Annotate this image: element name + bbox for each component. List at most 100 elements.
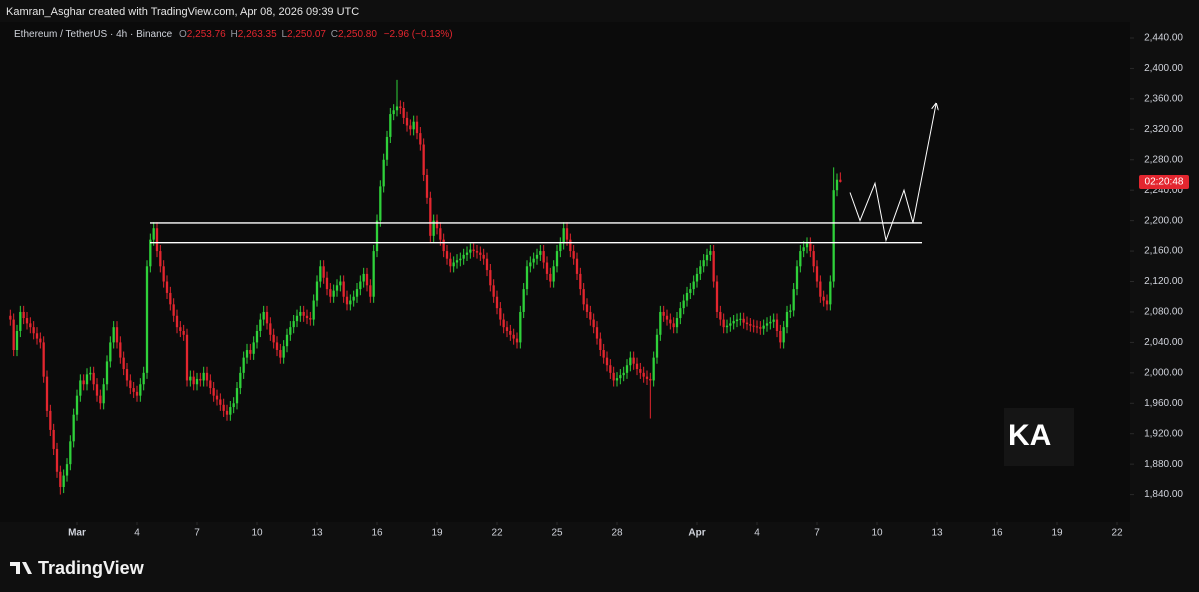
ohlc-key: H — [231, 29, 238, 40]
candle-body — [732, 321, 735, 324]
candle-body — [232, 403, 235, 408]
candle-body — [805, 243, 809, 248]
plot-area — [0, 22, 1130, 522]
y-tick-label: 1,840.00 — [1144, 489, 1183, 500]
candle-body — [615, 378, 619, 381]
candle-body — [592, 319, 595, 328]
candle-body — [202, 372, 205, 381]
ohlc-value: 2,250.07 — [287, 29, 326, 40]
candle-body — [635, 363, 639, 370]
candle-body — [75, 395, 79, 415]
candle-body — [492, 285, 495, 297]
candle-body — [545, 262, 549, 274]
candle-body — [822, 296, 825, 301]
x-tick-label: 28 — [611, 528, 623, 539]
candle-body — [282, 346, 285, 358]
candle-body — [109, 342, 112, 362]
ohlc-value: 2,250.80 — [338, 29, 377, 40]
candle-body — [292, 321, 295, 328]
candle-body — [189, 376, 192, 381]
candle-body — [832, 190, 835, 282]
candle-body — [62, 475, 65, 487]
y-tick-label: 2,120.00 — [1144, 276, 1183, 287]
candle-body — [702, 260, 705, 267]
candle-body — [549, 273, 552, 282]
brand-logo — [10, 562, 32, 574]
y-tick-label: 1,920.00 — [1144, 428, 1183, 439]
candle-body — [685, 292, 689, 301]
x-tick-label: 25 — [551, 528, 563, 539]
candle-body — [55, 448, 59, 472]
candle-body — [775, 319, 779, 331]
candle-body — [169, 292, 172, 305]
candle-body — [129, 380, 132, 389]
candle-body — [762, 325, 765, 329]
candle-body — [359, 281, 362, 290]
candle-body — [669, 319, 672, 324]
candle-body — [682, 300, 685, 309]
candle-body — [69, 441, 72, 465]
candle-body — [695, 273, 699, 282]
candle-body — [395, 106, 399, 111]
candle-body — [362, 273, 365, 282]
candle-body — [475, 251, 479, 253]
header-title: Kamran_Asghar created with TradingView.c… — [6, 6, 359, 18]
y-tick-label: 1,880.00 — [1144, 459, 1183, 470]
candle-body — [235, 388, 239, 404]
watermark-letters: KA — [1008, 419, 1051, 452]
candle-body — [455, 260, 459, 263]
candle-body — [759, 327, 762, 329]
candle-body — [39, 338, 42, 343]
candle-body — [435, 220, 439, 229]
candle-body — [609, 365, 612, 373]
candle-body — [392, 110, 395, 115]
candle-body — [665, 315, 669, 320]
candle-body — [719, 311, 722, 320]
candle-body — [785, 311, 789, 328]
candle-body — [415, 121, 419, 134]
candle-body — [419, 133, 422, 145]
candle-body — [479, 252, 482, 255]
candle-body — [132, 388, 135, 392]
x-tick-label: 4 — [134, 528, 140, 539]
candle-body — [569, 239, 572, 252]
candle-body — [679, 308, 682, 319]
x-tick-label: 22 — [1111, 528, 1123, 539]
candle-body — [745, 322, 749, 325]
brand: TradingView — [38, 558, 145, 578]
candle-body — [612, 372, 615, 381]
candle-body — [769, 321, 772, 324]
candle-body — [59, 471, 62, 487]
candle-body — [692, 281, 695, 290]
candle-body — [152, 228, 155, 240]
candle-body — [629, 357, 632, 366]
candle-body — [469, 249, 472, 253]
candle-body — [375, 220, 379, 252]
candle-body — [279, 350, 282, 358]
symbol: Ethereum / TetherUS · 4h · Binance — [14, 29, 173, 40]
candle-body — [32, 327, 35, 334]
candle-body — [619, 375, 622, 379]
candle-body — [389, 114, 392, 137]
candle-body — [125, 369, 129, 381]
x-tick-label: 7 — [814, 528, 820, 539]
x-tick-label: 10 — [251, 528, 263, 539]
candle-body — [145, 266, 149, 373]
candle-body — [355, 289, 359, 297]
candle-body — [659, 311, 662, 335]
x-tick-label: 4 — [754, 528, 760, 539]
candle-body — [522, 289, 525, 312]
candle-body — [729, 323, 732, 326]
candle-body — [439, 228, 442, 240]
candle-body — [565, 228, 569, 240]
candle-body — [52, 429, 55, 449]
candle-body — [252, 342, 255, 354]
candle-body — [119, 342, 122, 358]
candle-body — [352, 296, 355, 301]
candle-body — [459, 258, 462, 261]
candle-body — [342, 281, 345, 297]
candle-body — [272, 334, 275, 343]
y-tick-label: 2,040.00 — [1144, 337, 1183, 348]
y-tick-label: 2,400.00 — [1144, 63, 1183, 74]
candle-body — [795, 266, 799, 290]
